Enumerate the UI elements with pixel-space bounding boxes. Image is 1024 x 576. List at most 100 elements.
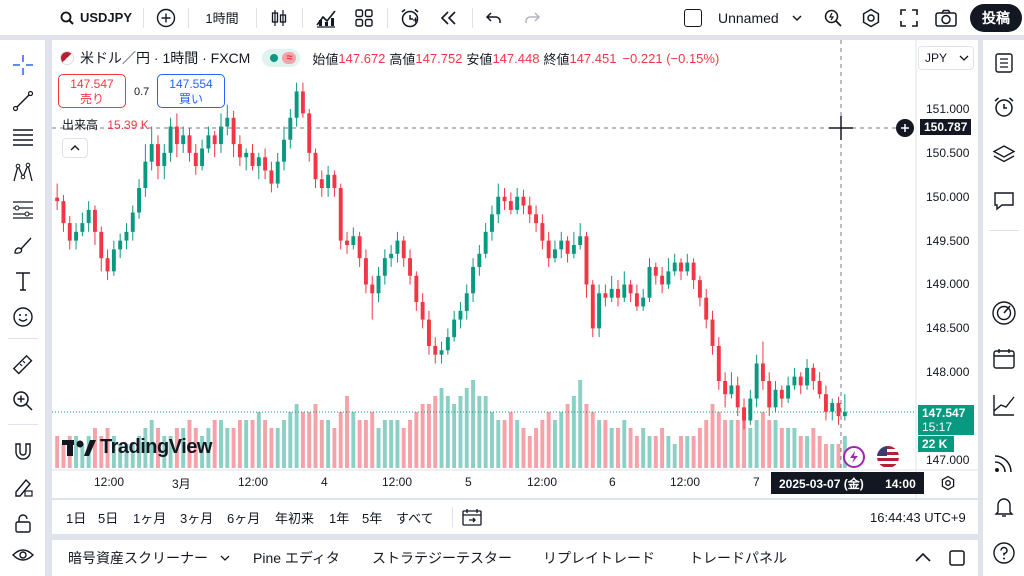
buy-button[interactable]: 147.554 買い (157, 74, 225, 108)
tab-trade-panel[interactable]: トレードパネル (689, 550, 787, 566)
volume-bar (200, 436, 205, 468)
range-6m[interactable]: 6ヶ月 (227, 510, 261, 526)
brush-tool[interactable] (8, 230, 38, 260)
object-tree-button[interactable] (989, 140, 1019, 170)
currency-select[interactable]: JPY (918, 46, 974, 70)
range-1y[interactable]: 1年 (329, 510, 350, 526)
ruler-icon (12, 354, 33, 375)
replay-button[interactable] (434, 0, 462, 36)
symbol-search[interactable]: USDJPY (58, 0, 134, 36)
emoji-tool[interactable] (8, 302, 38, 332)
range-all[interactable]: すべて (396, 510, 434, 526)
time-label: 3月 (172, 477, 191, 491)
compare-button[interactable] (154, 0, 178, 36)
volume-bar (697, 428, 702, 468)
candle-body (55, 197, 60, 202)
snapshot-button[interactable] (932, 0, 960, 36)
candle-body (616, 288, 620, 298)
volume-bar (590, 412, 595, 468)
candle-body (805, 367, 809, 386)
templates-button[interactable] (350, 0, 378, 36)
sell-button[interactable]: 147.547 売り (58, 74, 126, 108)
volume-bar (704, 420, 709, 468)
layout-button[interactable]: Unnamed (684, 0, 808, 36)
alerts-button[interactable] (989, 92, 1019, 122)
volume-bar (433, 396, 438, 468)
pattern-tool[interactable] (8, 158, 38, 188)
goto-date-button[interactable] (462, 508, 482, 529)
zoom-tool[interactable] (8, 386, 38, 416)
candle-body (376, 275, 381, 294)
quick-search-button[interactable] (820, 0, 846, 36)
tab-crypto-screener[interactable]: 暗号資産スクリーナー (68, 548, 230, 568)
chart-type-button[interactable] (266, 0, 292, 36)
volume-bar (282, 420, 286, 468)
ideas-button[interactable] (989, 298, 1019, 328)
watchlist-button[interactable] (989, 48, 1019, 78)
fullscreen-button[interactable] (896, 0, 922, 36)
candle-body (760, 363, 765, 382)
events-flash-icon[interactable] (843, 446, 865, 468)
notifications-button[interactable] (989, 492, 1019, 522)
alert-button[interactable] (396, 0, 424, 36)
tab-strategy-tester[interactable]: ストラテジーテスター (372, 550, 512, 566)
clock-display[interactable]: 16:44:43 UTC+9 (870, 509, 966, 525)
axis-settings-button[interactable] (940, 475, 958, 493)
indicators-button[interactable] (312, 0, 340, 36)
help-button[interactable] (989, 538, 1019, 568)
calendar-button[interactable] (989, 344, 1019, 374)
publish-label: 投稿 (982, 10, 1010, 26)
fib-tool[interactable] (8, 122, 38, 152)
range-1m[interactable]: 1ヶ月 (133, 510, 167, 526)
chevron-down-icon (959, 55, 969, 61)
volume-bar (382, 420, 387, 468)
volume-bar (603, 420, 608, 468)
forecast-icon (13, 201, 33, 219)
trend-line-tool[interactable] (8, 86, 38, 116)
collapse-legend-button[interactable] (62, 138, 88, 158)
chats-button[interactable] (989, 186, 1019, 216)
range-3m[interactable]: 3ヶ月 (180, 510, 214, 526)
undo-button[interactable] (482, 0, 506, 36)
volume-bar (357, 420, 362, 468)
measure-tool[interactable] (8, 350, 38, 380)
maximize-panel-button[interactable] (948, 549, 966, 570)
maximize-icon (949, 550, 965, 566)
change-value: −0.221 (−0.15%) (622, 50, 720, 66)
crosshair-tool[interactable] (8, 50, 38, 80)
candle-body (137, 187, 142, 213)
range-5d[interactable]: 5日 (98, 510, 119, 526)
range-5y[interactable]: 5年 (362, 510, 383, 526)
layout-checkbox-icon (684, 8, 702, 27)
candle-body (250, 152, 255, 167)
us-economic-event-icon[interactable] (877, 446, 899, 468)
visibility-tool[interactable] (8, 540, 38, 570)
candle-body (408, 258, 412, 276)
range-1d[interactable]: 1日 (66, 510, 87, 526)
drawing-mode-tool[interactable] (8, 472, 38, 502)
expand-panel-button[interactable] (914, 550, 932, 566)
forecast-tool[interactable] (8, 194, 38, 224)
tab-replay-trade[interactable]: リプレイトレード (543, 550, 655, 566)
grid-icon (355, 8, 373, 27)
settings-button[interactable] (858, 0, 884, 36)
stream-button[interactable] (989, 448, 1019, 478)
range-ytd[interactable]: 年初来 (275, 510, 315, 526)
lock-tool[interactable] (8, 508, 38, 538)
date-range-button[interactable] (452, 507, 453, 527)
text-tool[interactable] (8, 266, 38, 296)
tab-pine-editor[interactable]: Pine エディタ (253, 550, 340, 566)
chart-pane[interactable] (52, 40, 978, 498)
crosshair-add-button[interactable] (896, 119, 914, 137)
publish-button[interactable]: 投稿 (970, 4, 1022, 32)
price-chart[interactable] (52, 40, 978, 498)
magnet-tool[interactable] (8, 436, 38, 466)
gear-icon (862, 8, 880, 27)
stock-screener-button[interactable] (989, 390, 1019, 420)
crosshair-date: 2025-03-07 (金) (779, 477, 864, 491)
redo-button[interactable] (520, 0, 544, 36)
candle-body (263, 157, 268, 171)
interval-button[interactable]: 1時間 (198, 0, 246, 36)
candle-body (149, 144, 154, 162)
quick-search-icon (824, 9, 842, 27)
